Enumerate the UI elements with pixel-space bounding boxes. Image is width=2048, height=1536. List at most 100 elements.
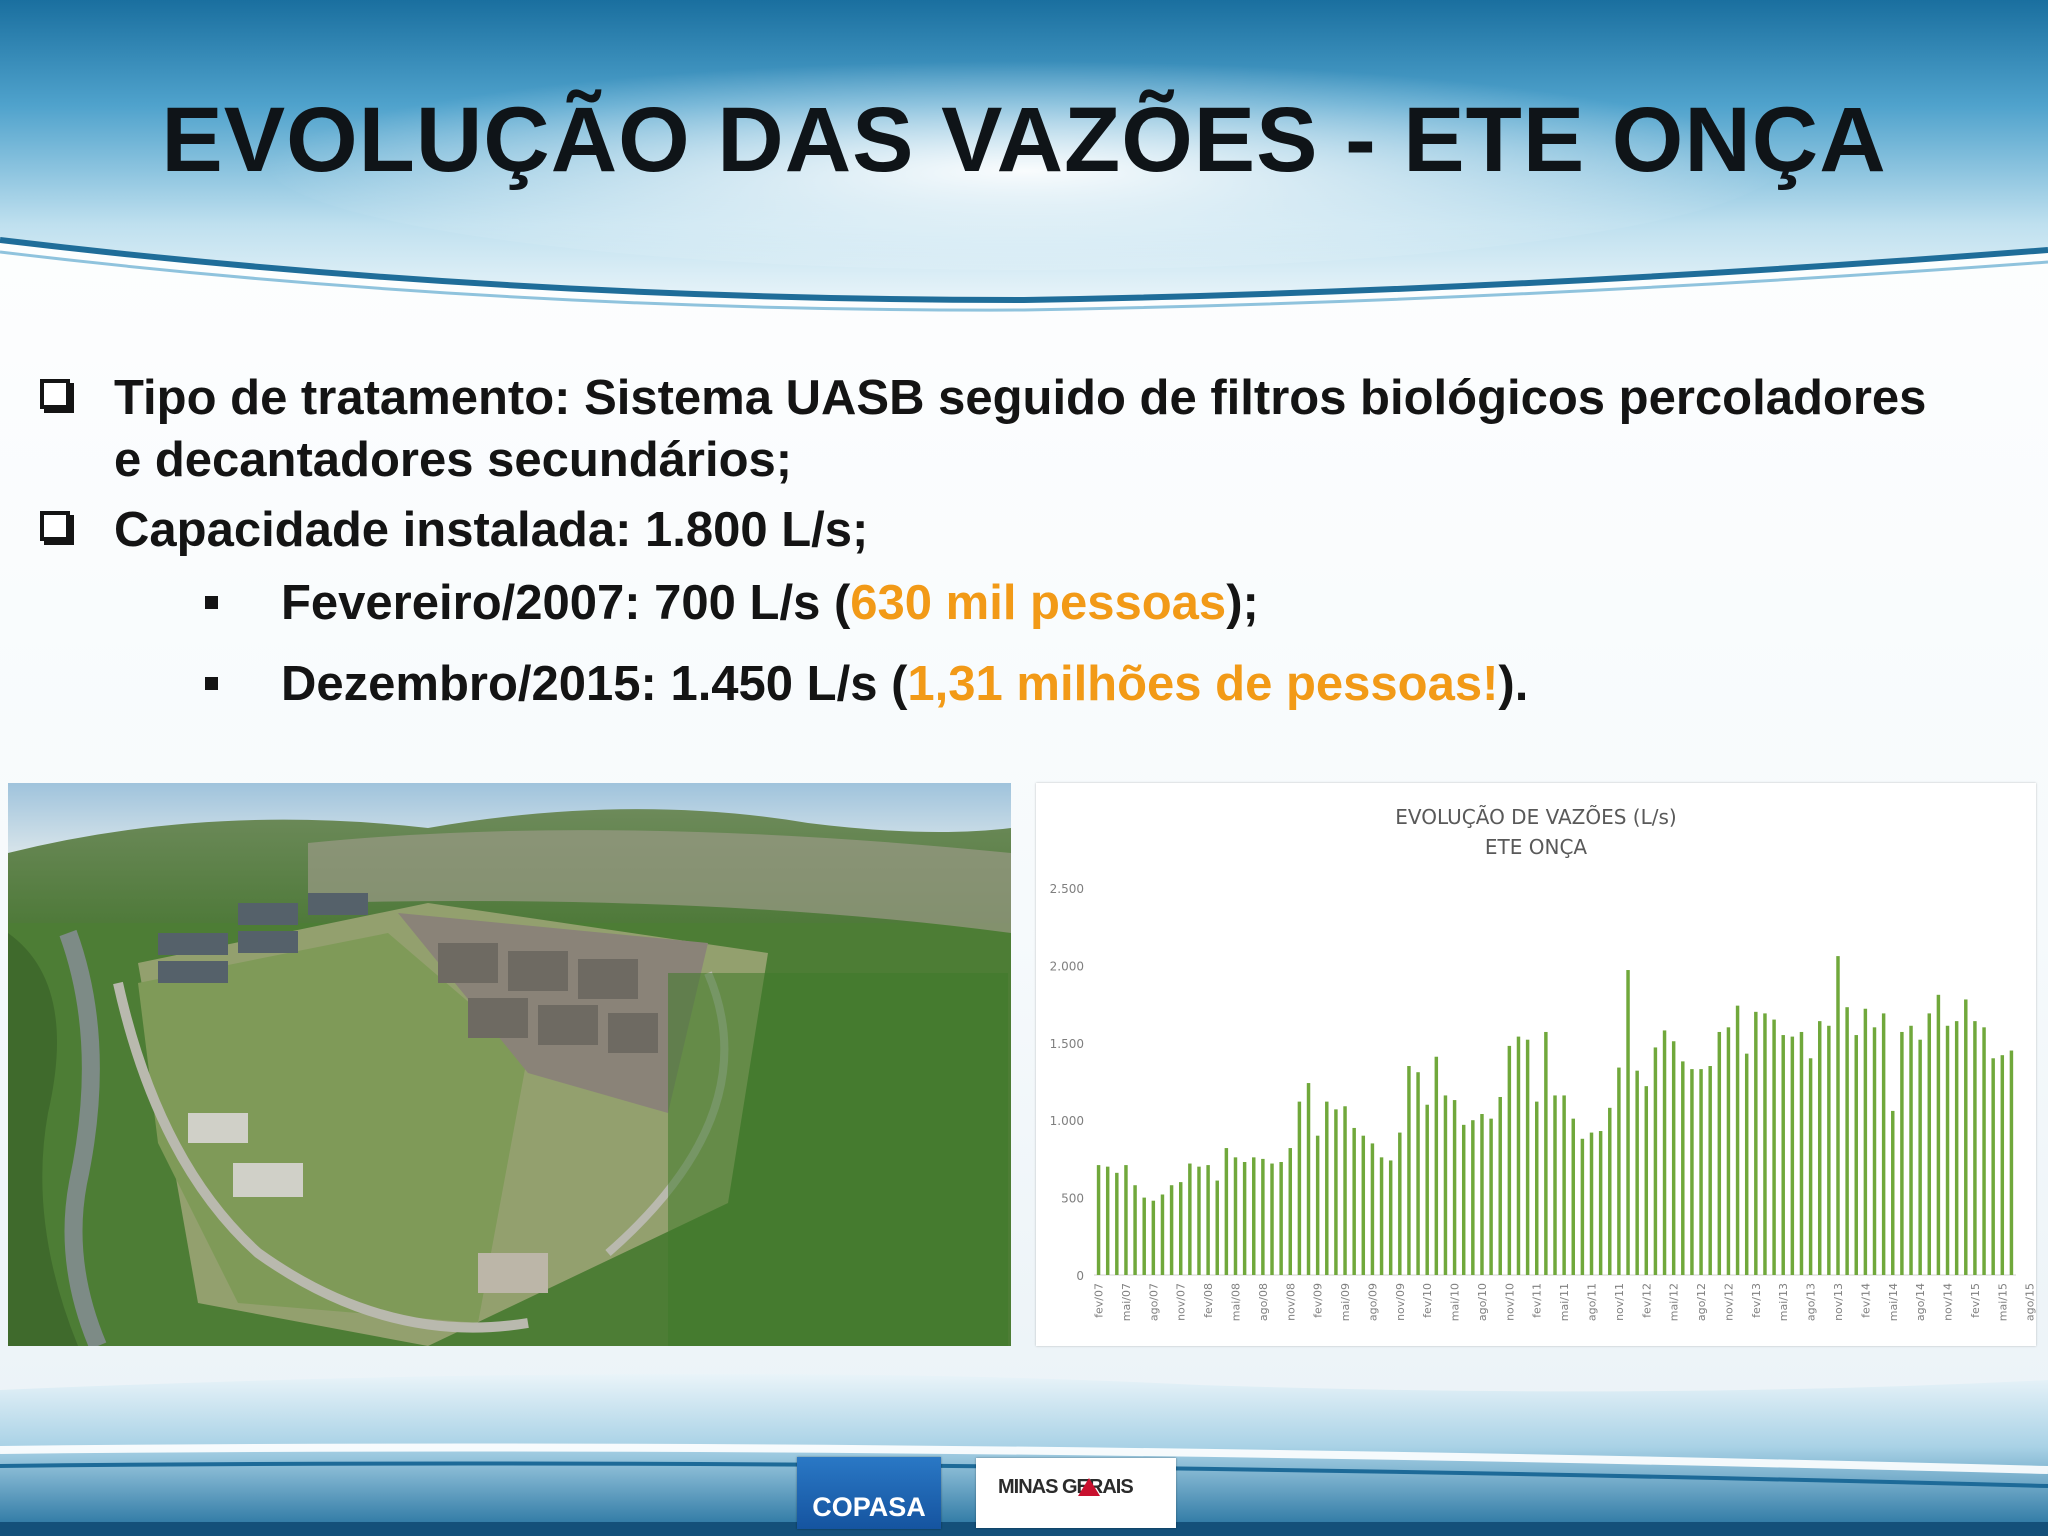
x-tick-label: mai/07 [1120, 1283, 1133, 1321]
bar [1863, 1008, 1868, 1275]
bar [1891, 1110, 1895, 1275]
bar [1726, 1027, 1731, 1275]
bar [1525, 1039, 1530, 1275]
bullet-line: e decantadores secundários; [114, 433, 793, 487]
bar [1388, 1160, 1393, 1275]
flow-evolution-chart: EVOLUÇÃO DE VAZÕES (L/s) ETE ONÇA 0 500 1.… [1036, 783, 2036, 1346]
bar [1535, 1101, 1539, 1275]
bar [1845, 1007, 1849, 1275]
bar [1105, 1166, 1110, 1275]
minas-gerais-triangle-icon [1078, 1478, 1100, 1496]
x-tick-label: mai/08 [1230, 1283, 1243, 1321]
bar [1964, 999, 1968, 1275]
bar [1498, 1096, 1502, 1275]
bar [1325, 1101, 1329, 1275]
y-tick-label: 0 [1076, 1269, 1084, 1283]
bar [1124, 1165, 1128, 1275]
x-tick-label: nov/09 [1394, 1283, 1407, 1321]
bar [1881, 1013, 1886, 1275]
bar [1270, 1163, 1274, 1275]
bar [1571, 1118, 1575, 1275]
x-tick-label: mai/12 [1668, 1283, 1681, 1321]
bar [1644, 1086, 1649, 1275]
x-tick-label: mai/13 [1777, 1283, 1790, 1321]
bar [1744, 1053, 1749, 1275]
bar [1452, 1100, 1457, 1275]
bar [1945, 1025, 1950, 1275]
bar [1991, 1058, 1995, 1275]
x-tick-label: ago/13 [1805, 1283, 1818, 1321]
footer-background [0, 1373, 2048, 1536]
bar [1242, 1162, 1247, 1275]
sub-bullet-suffix: ); [1226, 576, 1259, 630]
x-tick-label: fev/13 [1750, 1283, 1763, 1318]
checkbox-bullet-icon [40, 379, 70, 409]
x-tick-label: nov/07 [1175, 1283, 1188, 1321]
bar [1279, 1162, 1283, 1275]
bar [1553, 1095, 1557, 1275]
bar [1461, 1124, 1466, 1275]
bar [2009, 1050, 2014, 1275]
x-tick-label: nov/13 [1832, 1283, 1845, 1321]
bar [1096, 1165, 1101, 1275]
bar [1306, 1083, 1311, 1275]
header-background [0, 0, 2048, 312]
minas-gerais-logo: MINAS GERAIS [976, 1458, 1176, 1528]
bar [1671, 1041, 1676, 1275]
bullet-text: Capacidade instalada: 1.800 L/s; [114, 503, 869, 557]
bar [1662, 1030, 1667, 1275]
x-tick-label: fev/07 [1093, 1283, 1106, 1318]
bar [1425, 1104, 1429, 1275]
x-tick-label: ago/12 [1695, 1283, 1708, 1321]
x-tick-label: nov/08 [1284, 1283, 1297, 1321]
bar [1133, 1185, 1137, 1275]
bar [1142, 1197, 1146, 1275]
x-tick-label: ago/09 [1366, 1283, 1379, 1321]
x-tick-label: fev/12 [1640, 1283, 1653, 1318]
x-tick-label: fev/15 [1969, 1283, 1982, 1318]
x-tick-label: mai/14 [1887, 1283, 1900, 1321]
bar [1352, 1127, 1356, 1275]
x-tick-label: mai/11 [1558, 1283, 1571, 1321]
bar [1206, 1165, 1210, 1275]
bar [1927, 1013, 1932, 1275]
x-tick-label: fev/08 [1202, 1283, 1215, 1318]
bar [1973, 1021, 1977, 1275]
bar [1188, 1163, 1192, 1275]
bar [2000, 1055, 2005, 1275]
x-tick-label: mai/15 [1996, 1283, 2009, 1321]
bar [1233, 1157, 1238, 1275]
bar [1690, 1069, 1694, 1275]
bar [1936, 994, 1941, 1275]
bar [1790, 1036, 1795, 1275]
bar [1361, 1135, 1366, 1275]
bar [1507, 1045, 1512, 1275]
bar [1818, 1021, 1822, 1275]
x-tick-label: fev/10 [1421, 1283, 1434, 1318]
sub-bullet-prefix: Fevereiro/2007: 700 L/s ( [281, 576, 851, 630]
bar [1626, 970, 1630, 1275]
minas-gerais-logo-text: MINAS GERAIS [998, 1476, 1134, 1498]
y-tick-label: 500 [1061, 1192, 1084, 1206]
x-tick-label: mai/10 [1449, 1283, 1462, 1321]
x-tick-label: ago/15 [2024, 1283, 2036, 1321]
bar [1297, 1101, 1302, 1275]
bar [1178, 1182, 1183, 1275]
bar [1763, 1013, 1767, 1275]
y-tick-label: 1.500 [1050, 1037, 1084, 1051]
bar [1115, 1172, 1119, 1275]
bar [1717, 1031, 1722, 1275]
x-tick-label: fev/11 [1531, 1283, 1544, 1318]
bar [1598, 1131, 1603, 1275]
sub-bullet-highlight: 1,31 milhões de pessoas! [907, 657, 1499, 711]
bar [1617, 1067, 1621, 1275]
bar [1653, 1047, 1658, 1275]
square-bullet-icon [205, 596, 218, 609]
bar [1334, 1109, 1338, 1275]
copasa-logo: COPASA [797, 1457, 941, 1529]
aerial-photo-treatment-plant [8, 783, 1011, 1346]
bar [1772, 1019, 1776, 1275]
sub-bullet-prefix: Dezembro/2015: 1.450 L/s ( [281, 657, 908, 711]
checkbox-bullet-icon [40, 511, 70, 541]
